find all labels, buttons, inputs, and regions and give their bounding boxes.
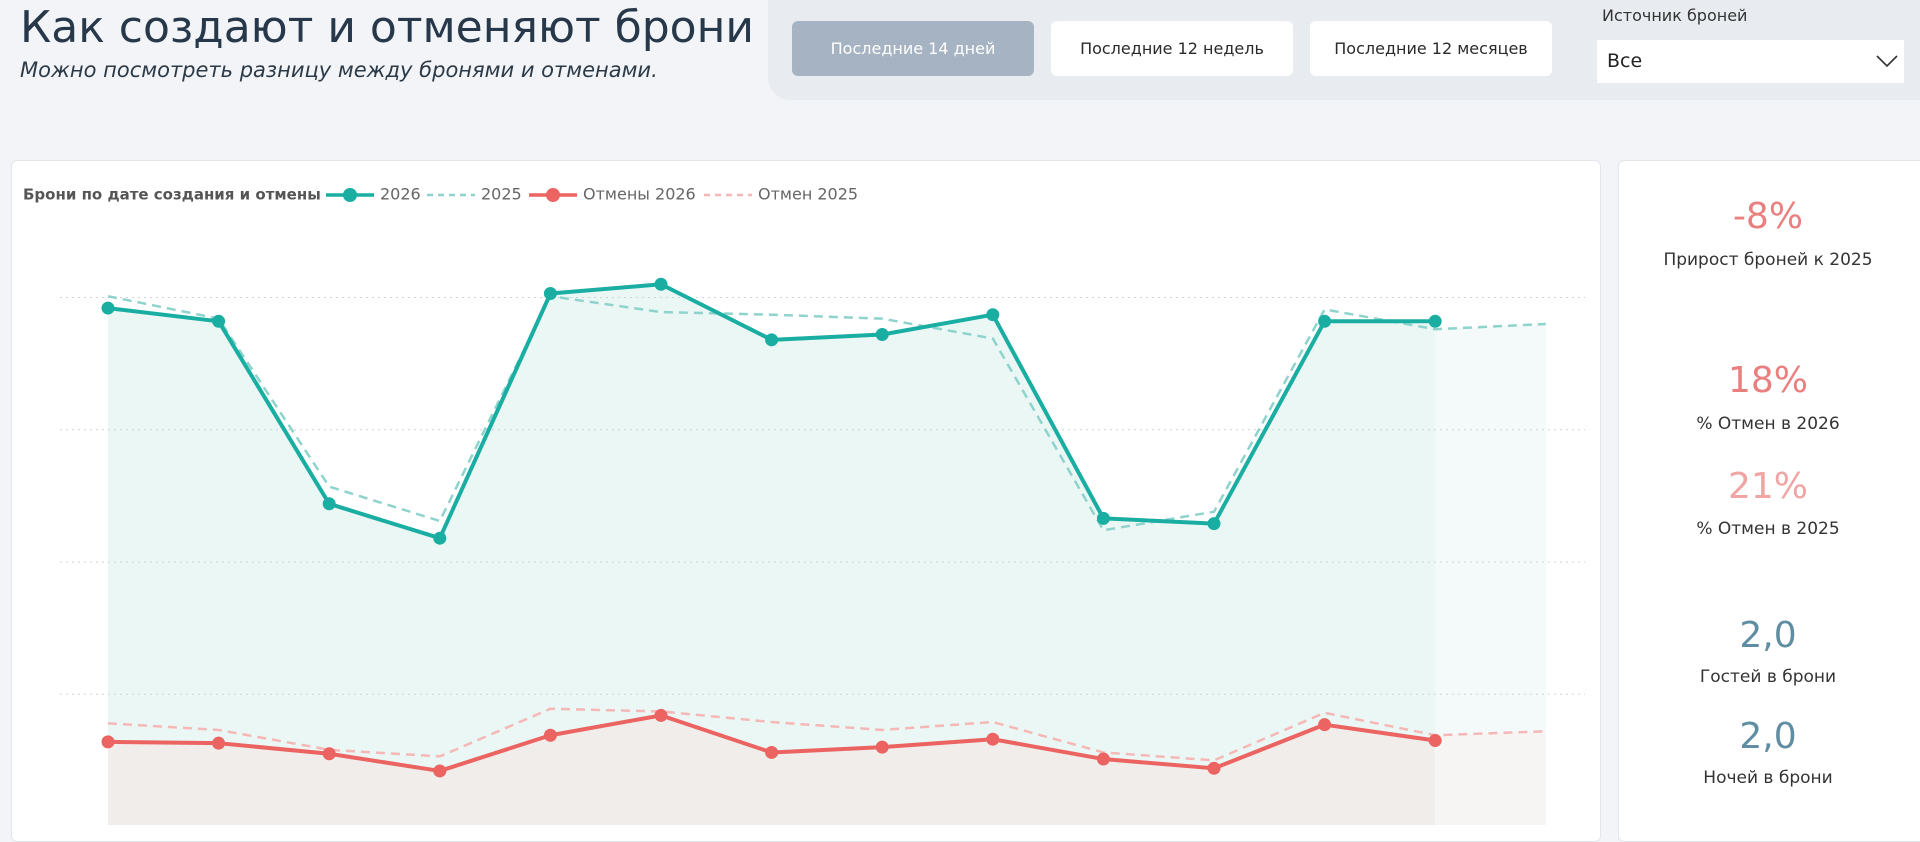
data-point bbox=[654, 277, 668, 291]
data-point bbox=[1207, 761, 1221, 775]
period-button[interactable]: Последние 14 дней bbox=[792, 21, 1034, 76]
legend-label: 2025 bbox=[481, 185, 522, 204]
kpi-label: Гостей в брони bbox=[1699, 667, 1837, 687]
data-point bbox=[765, 333, 779, 347]
series-area-tail bbox=[1435, 731, 1546, 825]
period-button[interactable]: Последние 12 месяцев bbox=[1310, 21, 1552, 76]
data-point bbox=[654, 708, 668, 722]
chart: Брони по дате создания и отмены 2026 2025… bbox=[23, 185, 1585, 825]
kpi-label: Прирост броней к 2025 bbox=[1663, 250, 1873, 270]
data-point bbox=[1318, 314, 1332, 328]
series-line bbox=[107, 294, 1546, 532]
legend-label: Отмен 2025 bbox=[758, 185, 858, 204]
series-area-tail bbox=[1435, 323, 1546, 825]
data-point bbox=[1207, 517, 1221, 531]
data-point bbox=[1318, 718, 1332, 732]
legend-marker bbox=[546, 188, 560, 202]
source-label: Источник броней bbox=[1602, 6, 1748, 25]
source-value: Все bbox=[1607, 50, 1643, 72]
legend-label: Отмены 2026 bbox=[583, 185, 696, 204]
data-point bbox=[543, 728, 557, 742]
data-point bbox=[765, 745, 779, 759]
kpi-value: 2,0 bbox=[1739, 615, 1797, 656]
data-point bbox=[433, 531, 447, 545]
legend-marker bbox=[343, 188, 357, 202]
data-point bbox=[1096, 752, 1110, 766]
kpi-value: 21% bbox=[1727, 466, 1808, 507]
source-dropdown[interactable] bbox=[1597, 40, 1904, 83]
data-point bbox=[1428, 314, 1442, 328]
series-area bbox=[108, 715, 1436, 825]
kpi-value: 18% bbox=[1727, 360, 1808, 401]
period-button[interactable]: Последние 12 недель bbox=[1051, 21, 1293, 76]
series-area bbox=[108, 284, 1436, 825]
data-point bbox=[875, 328, 889, 342]
data-point bbox=[1428, 734, 1442, 748]
kpi-label: % Отмен в 2025 bbox=[1696, 519, 1840, 539]
kpi-label: % Отмен в 2026 bbox=[1696, 414, 1840, 434]
data-point bbox=[1096, 511, 1110, 525]
series-line bbox=[107, 707, 1546, 762]
kpi-label: Ночей в брони bbox=[1703, 768, 1833, 788]
data-point bbox=[543, 287, 557, 301]
dashboard: Как создают и отменяют брони Можно посмо… bbox=[11, 2, 1920, 842]
data-point bbox=[322, 497, 336, 511]
chevron bbox=[1876, 55, 1898, 68]
legend-label: 2026 bbox=[380, 185, 421, 204]
data-point bbox=[212, 736, 226, 750]
kpi-value: 2,0 bbox=[1739, 716, 1797, 757]
legend-title: Брони по дате создания и отмены bbox=[23, 186, 321, 204]
page-title: Как создают и отменяют брони bbox=[20, 2, 754, 53]
data-point bbox=[986, 732, 1000, 746]
data-point bbox=[986, 308, 1000, 322]
data-point bbox=[212, 314, 226, 328]
data-point bbox=[875, 740, 889, 754]
page-subtitle: Можно посмотреть разницу между бронями и… bbox=[20, 58, 658, 82]
kpi-card bbox=[1618, 160, 1920, 842]
data-point bbox=[322, 747, 336, 761]
data-point bbox=[101, 301, 115, 315]
kpi-value: -8% bbox=[1732, 196, 1804, 237]
data-point bbox=[433, 764, 447, 778]
data-point bbox=[101, 735, 115, 749]
